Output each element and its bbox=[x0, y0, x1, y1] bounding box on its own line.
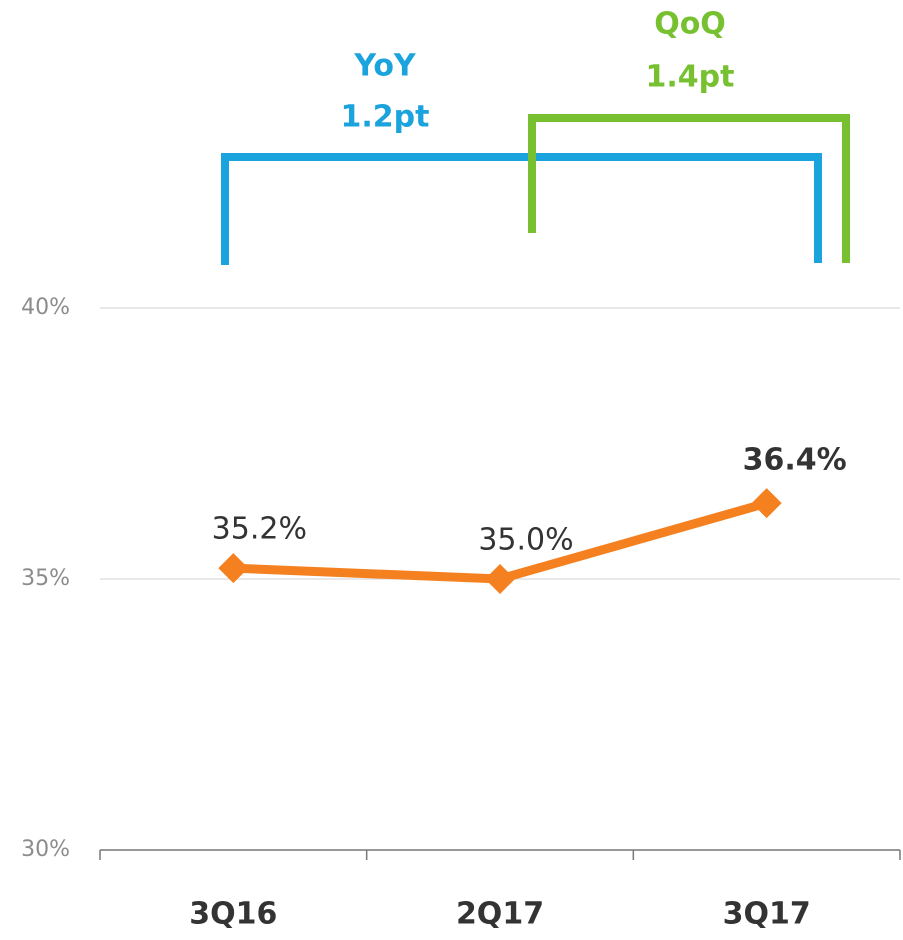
data-label: 36.4% bbox=[743, 443, 847, 478]
marker bbox=[485, 564, 515, 594]
data-label: 35.2% bbox=[212, 512, 307, 547]
qoq-bracket bbox=[528, 114, 850, 263]
annotation-value: 1.4pt bbox=[646, 60, 735, 95]
data-label: 35.0% bbox=[478, 523, 573, 558]
marker bbox=[218, 553, 249, 584]
x-tick-label: 3Q16 bbox=[189, 897, 277, 932]
y-tick-label: 40% bbox=[21, 295, 70, 320]
marker bbox=[751, 488, 782, 519]
x-tick-label: 2Q17 bbox=[456, 897, 544, 932]
annotation-label: QoQ bbox=[654, 7, 726, 42]
y-tick-label: 30% bbox=[21, 837, 70, 862]
x-tick-label: 3Q17 bbox=[723, 897, 811, 932]
y-tick-label: 35% bbox=[21, 566, 70, 591]
annotation-label: YoY bbox=[353, 49, 417, 84]
yoy-bracket bbox=[221, 153, 822, 265]
annotation-value: 1.2pt bbox=[341, 100, 430, 135]
